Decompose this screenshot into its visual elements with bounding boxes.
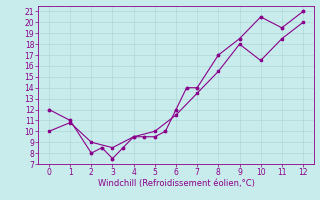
X-axis label: Windchill (Refroidissement éolien,°C): Windchill (Refroidissement éolien,°C) [98, 179, 254, 188]
